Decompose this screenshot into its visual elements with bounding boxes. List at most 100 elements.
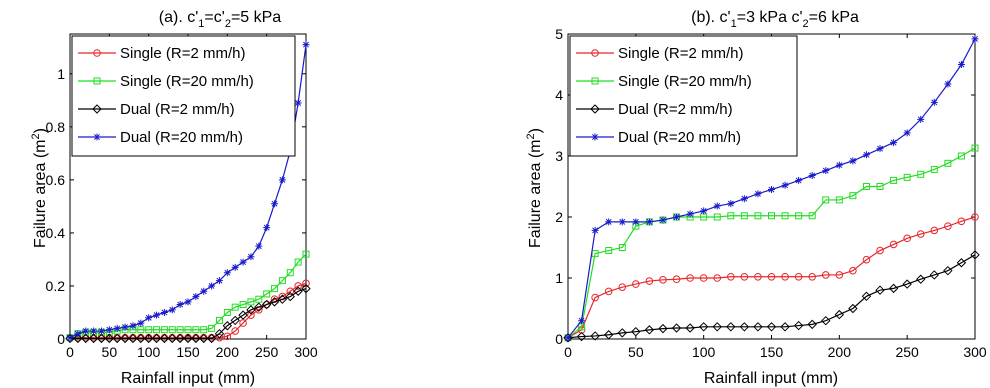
legend-swatch-marker (591, 49, 599, 57)
data-point-diamond (222, 321, 233, 331)
data-point-star (90, 327, 98, 335)
data-point-diamond (112, 333, 122, 344)
data-point-diamond (563, 333, 573, 343)
data-point-diamond (875, 285, 885, 295)
data-point-diamond (81, 333, 91, 344)
data-point-circle (645, 277, 654, 285)
data-point-diamond (230, 315, 240, 326)
x-tick-label: 50 (628, 344, 644, 360)
data-point-star (66, 334, 74, 342)
chart-a-title: (a). c'1=c'2=5 kPa (159, 9, 282, 30)
x-tick-label: 200 (828, 344, 852, 360)
legend-swatch-marker (93, 49, 101, 57)
data-point-star (160, 308, 168, 316)
legend-frame (71, 35, 296, 157)
data-point-circle (849, 266, 857, 275)
data-point-star (659, 216, 667, 224)
data-point-star (239, 258, 247, 266)
x-tick-label: 150 (176, 344, 200, 360)
data-point-circle (686, 274, 694, 282)
y-tick-label: 2 (555, 209, 563, 225)
chart-a: (a). c'1=c'2=5 kPa Rainfall input (mm) F… (30, 9, 318, 387)
data-point-star (168, 306, 176, 314)
data-point-square (160, 326, 168, 334)
legend-label-star: Dual (R=20 mm/h) (618, 129, 741, 146)
data-point-diamond (88, 333, 99, 344)
data-point-star (808, 172, 816, 180)
chart-b-title: (b). c'1=3 kPa c'2=6 kPa (691, 9, 859, 30)
y-tick-label: 0.4 (46, 225, 66, 241)
y-tick-label: 4 (555, 87, 563, 103)
data-point-star (113, 324, 121, 332)
data-point-diamond (246, 305, 256, 315)
data-point-star (768, 186, 775, 194)
data-point-star (153, 311, 161, 319)
data-point-circle (835, 271, 844, 279)
data-point-star (578, 317, 586, 325)
data-point-star (930, 98, 938, 106)
y-tick-label: 5 (555, 26, 563, 42)
data-point-square (862, 183, 870, 190)
data-point-star (700, 207, 708, 215)
data-point-circle (618, 283, 627, 291)
data-point-diamond (753, 322, 763, 332)
data-point-square (271, 285, 279, 293)
data-point-diamond (861, 291, 872, 302)
data-point-diamond (888, 283, 899, 294)
data-point-diamond (929, 270, 940, 280)
data-point-star (605, 218, 613, 226)
data-point-diamond (159, 333, 170, 344)
data-point-square (822, 196, 830, 204)
data-point-square (278, 277, 286, 285)
data-point-square (768, 212, 775, 220)
data-point-diamond (603, 330, 614, 340)
data-point-star (215, 277, 223, 285)
data-point-square (917, 170, 925, 178)
data-point-square (168, 326, 176, 334)
data-point-circle (223, 332, 232, 341)
data-point-star (231, 263, 239, 271)
data-point-circle (944, 222, 952, 230)
data-point-diamond (143, 333, 154, 344)
data-point-star (713, 202, 721, 210)
data-point-square (239, 301, 247, 309)
data-point-circle (971, 213, 979, 221)
data-point-square (795, 212, 803, 220)
data-point-square (192, 326, 200, 334)
chart-b-ylabel: Failure area (m2) (525, 128, 544, 248)
series-line-square (69, 253, 307, 339)
data-point-circle (727, 272, 735, 281)
data-point-circle (957, 217, 966, 226)
data-point-diamond (128, 333, 138, 344)
data-point-square (215, 316, 223, 324)
data-point-star (795, 176, 803, 184)
data-point-square (957, 152, 965, 160)
data-point-square (903, 173, 911, 181)
data-point-circle (231, 327, 239, 335)
data-point-star (849, 157, 857, 165)
data-point-diamond (644, 325, 655, 335)
data-point-circle (903, 234, 911, 243)
data-point-star (564, 334, 572, 342)
data-point-circle (659, 276, 667, 284)
data-point-diamond (151, 333, 162, 344)
data-point-star (781, 181, 789, 189)
data-point-circle (767, 272, 776, 281)
data-point-star (740, 195, 748, 203)
data-point-circle (876, 246, 884, 255)
data-point-star (271, 200, 279, 208)
data-point-square (208, 324, 216, 332)
data-point-circle (699, 274, 708, 282)
series-line-diamond (70, 288, 307, 340)
legend-label-diamond: Dual (R=2 mm/h) (120, 101, 235, 118)
data-point-star (74, 330, 82, 338)
data-point-star (822, 167, 830, 175)
data-point-square (835, 196, 843, 204)
data-point-diamond (793, 320, 804, 331)
legend-swatch-marker (92, 104, 102, 114)
data-point-star (686, 210, 694, 218)
data-point-diamond (631, 326, 641, 337)
data-point-star (137, 319, 145, 327)
data-point-diamond (301, 283, 311, 294)
data-point-star (208, 282, 216, 290)
